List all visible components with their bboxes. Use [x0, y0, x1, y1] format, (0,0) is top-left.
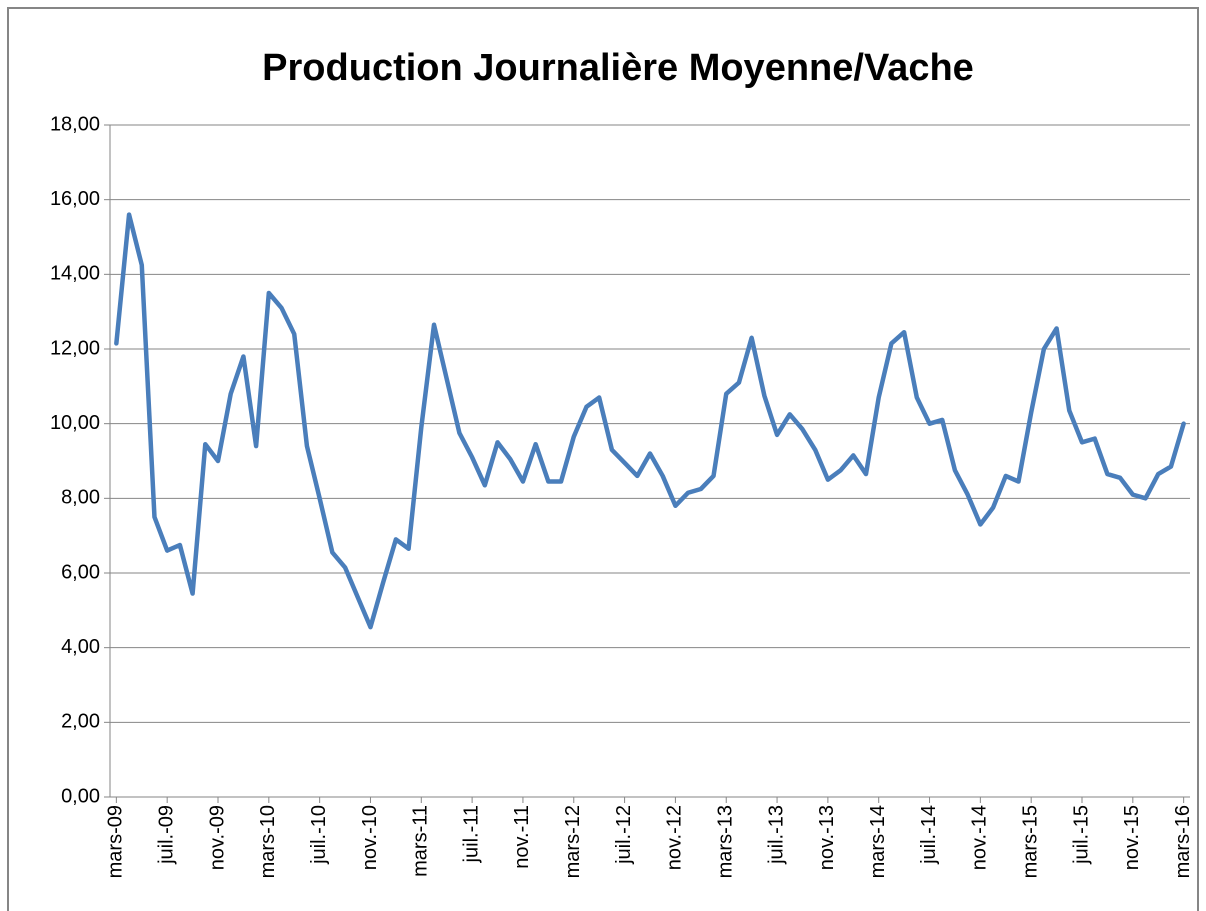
y-tick-label: 8,00	[61, 487, 100, 509]
x-tick-label: mars-16	[1172, 805, 1194, 878]
x-tick-label: mars-10	[257, 805, 279, 878]
x-tick-label: mars-13	[715, 805, 737, 878]
data-line	[114, 212, 1186, 630]
x-tick-label: nov.-14	[969, 805, 991, 870]
x-tick-label: mars-12	[562, 805, 584, 878]
y-tick-label: 16,00	[50, 188, 100, 210]
x-tick-label: juil.-12	[613, 805, 635, 865]
x-tick-label: nov.-13	[816, 805, 838, 870]
x-tick-label: nov.-11	[511, 805, 533, 869]
y-tick-label: 6,00	[61, 561, 100, 583]
x-tick-label: nov.-09	[206, 805, 228, 870]
y-tick-label: 4,00	[61, 636, 100, 658]
x-tick-label: juil.-10	[308, 805, 330, 865]
y-tick-label: 18,00	[50, 113, 100, 135]
x-tick-label: juil.-09	[155, 805, 177, 865]
x-tick-label: nov.-10	[359, 805, 381, 870]
y-tick-label: 0,00	[61, 785, 100, 807]
x-tick-label: nov.-15	[1121, 805, 1143, 870]
x-tick-label: juil.-14	[918, 805, 940, 865]
chart-border	[7, 7, 1199, 911]
x-tick-label: nov.-12	[664, 805, 686, 870]
chart-title: Production Journalière Moyenne/Vache	[262, 47, 974, 89]
x-tick-label: juil.-15	[1070, 805, 1092, 865]
y-tick-label: 12,00	[50, 337, 100, 359]
y-tick-label: 14,00	[50, 263, 100, 285]
x-tick-label: mars-14	[867, 805, 889, 878]
y-tick-label: 2,00	[61, 711, 100, 733]
x-tick-label: mars-11	[410, 805, 432, 877]
y-tick-label: 10,00	[50, 412, 100, 434]
x-tick-label: juil.-13	[765, 805, 787, 865]
x-tick-label: mars-09	[105, 805, 127, 878]
x-tick-label: mars-15	[1019, 805, 1041, 878]
x-tick-label: juil.-11	[460, 805, 482, 863]
